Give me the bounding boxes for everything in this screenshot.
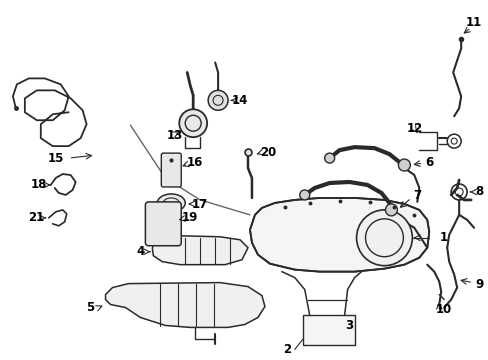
Text: 17: 17: [192, 198, 208, 211]
FancyBboxPatch shape: [145, 202, 181, 246]
Text: 7: 7: [412, 189, 421, 202]
Text: 21: 21: [28, 211, 44, 224]
Text: 12: 12: [406, 122, 422, 135]
Text: 3: 3: [345, 319, 353, 332]
Text: 8: 8: [474, 185, 482, 198]
Text: 16: 16: [186, 156, 203, 168]
Text: 18: 18: [31, 179, 47, 192]
Text: 15: 15: [47, 152, 64, 165]
Circle shape: [299, 190, 309, 200]
FancyBboxPatch shape: [161, 153, 181, 187]
Circle shape: [208, 90, 227, 110]
Circle shape: [356, 210, 411, 266]
Circle shape: [179, 109, 207, 137]
Text: 20: 20: [259, 145, 275, 159]
Text: 10: 10: [435, 303, 451, 316]
Text: 11: 11: [465, 16, 481, 29]
Text: 2: 2: [282, 343, 290, 356]
Text: 13: 13: [167, 129, 183, 142]
Text: 14: 14: [231, 94, 248, 107]
Circle shape: [324, 153, 334, 163]
Text: 19: 19: [182, 211, 198, 224]
Text: 1: 1: [439, 231, 447, 244]
Text: 6: 6: [424, 156, 432, 168]
Text: 5: 5: [86, 301, 95, 314]
Polygon shape: [249, 198, 428, 272]
Ellipse shape: [157, 194, 185, 212]
Text: 4: 4: [136, 245, 144, 258]
Circle shape: [385, 204, 397, 216]
Circle shape: [398, 159, 409, 171]
Text: 9: 9: [474, 278, 482, 291]
Polygon shape: [105, 283, 264, 328]
Polygon shape: [152, 236, 247, 265]
FancyBboxPatch shape: [302, 315, 354, 345]
